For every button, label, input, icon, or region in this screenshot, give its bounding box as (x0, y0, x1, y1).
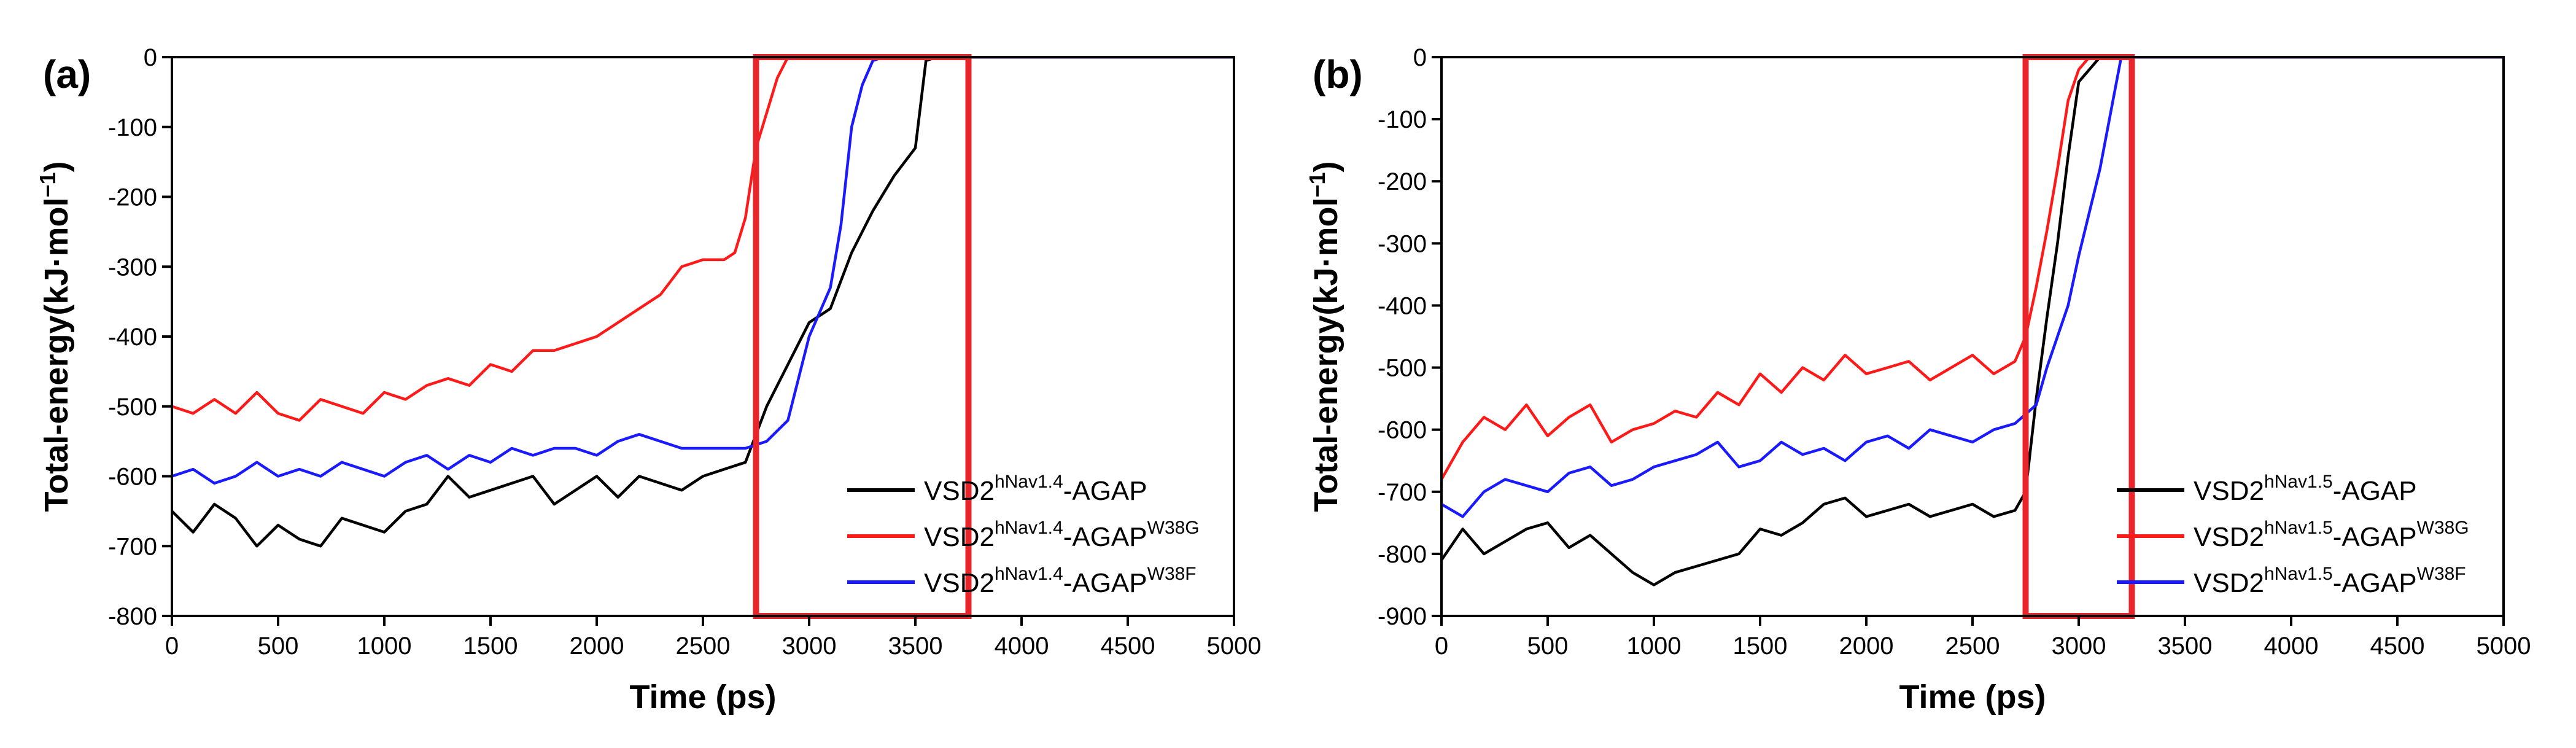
y-tick-label: -200 (1378, 168, 1427, 195)
x-tick-label: 2500 (1946, 633, 2000, 660)
legend-label-2: VSD2hNav1.5-AGAPW38G (2194, 518, 2469, 552)
y-tick-label: -600 (1378, 417, 1427, 444)
chart-panel-1: 0 500 1000 1500 2000 2500 3000 3500 4000 4500 5000… (35, 44, 1261, 715)
y-tick-label: -200 (108, 184, 157, 211)
x-tick-label: 2500 (676, 633, 731, 660)
y-tick-label: -800 (108, 603, 157, 630)
series-group (172, 57, 1234, 548)
x-tick-label: 4500 (1101, 633, 1155, 660)
x-tick-label: 0 (165, 633, 179, 660)
series-line-3 (172, 57, 1234, 485)
y-tick-label: -500 (1378, 355, 1427, 382)
x-axis-label: Time (ps) (1899, 679, 2046, 715)
legend-label-1: VSD2hNav1.5-AGAP (2194, 472, 2417, 506)
x-tick-label: 3000 (782, 633, 837, 660)
y-tick-label: 0 (1413, 44, 1427, 71)
legend-label-2: VSD2hNav1.4-AGAPW38G (924, 518, 1200, 552)
x-tick-label: 500 (258, 633, 299, 660)
x-tick-label: 2000 (570, 633, 624, 660)
chart-panel-2: 0 500 1000 1500 2000 2500 3000 3500 4000 4500 5000… (1305, 44, 2531, 715)
x-tick-label: 2000 (1839, 633, 1894, 660)
series-line-2 (172, 57, 1234, 422)
x-tick-label: 5000 (1207, 633, 1262, 660)
series-group (1441, 57, 2504, 586)
highlight-box (2022, 54, 2135, 619)
y-tick-label: -300 (1378, 230, 1427, 257)
legend-label-3: VSD2hNav1.5-AGAPW38F (2194, 564, 2466, 598)
x-axis-label: Time (ps) (629, 679, 776, 715)
x-tick-label: 3500 (888, 633, 943, 660)
series-line-1 (1441, 57, 2504, 586)
x-tick-label: 4000 (2264, 633, 2319, 660)
series-line-2 (1441, 57, 2504, 480)
series-line-3 (1441, 57, 2504, 518)
y-tick-label: -500 (108, 394, 157, 421)
legend-label-3: VSD2hNav1.4-AGAPW38F (924, 564, 1197, 598)
y-axis-label: Total-energy(kJ·mol−1) (35, 161, 75, 512)
y-tick-label: -800 (1378, 541, 1427, 568)
y-tick-label: -700 (1378, 479, 1427, 506)
y-tick-label: -100 (108, 114, 157, 141)
y-axis-label: Total-energy(kJ·mol−1) (1305, 161, 1344, 512)
panel-label: (b) (1313, 52, 1363, 96)
panel-label: (a) (43, 52, 91, 96)
legend-label-1: VSD2hNav1.4-AGAP (924, 472, 1147, 506)
x-tick-label: 500 (1527, 633, 1569, 660)
x-tick-label: 0 (1435, 633, 1448, 660)
x-tick-label: 4500 (2370, 633, 2425, 660)
series-line-1 (172, 57, 1234, 548)
x-tick-label: 5000 (2477, 633, 2531, 660)
y-tick-label: -400 (1378, 292, 1427, 319)
y-tick-label: 0 (144, 44, 157, 71)
x-tick-label: 1000 (1627, 633, 1682, 660)
y-tick-label: -700 (108, 533, 157, 560)
x-tick-label: 4000 (995, 633, 1049, 660)
y-tick-label: -400 (108, 324, 157, 351)
x-tick-label: 3500 (2158, 633, 2213, 660)
x-tick-label: 1500 (1733, 633, 1788, 660)
y-tick-label: -600 (108, 464, 157, 491)
x-tick-label: 1000 (357, 633, 412, 660)
x-tick-label: 1500 (464, 633, 518, 660)
x-tick-label: 3000 (2052, 633, 2106, 660)
y-tick-label: -100 (1378, 106, 1427, 133)
y-tick-label: -300 (108, 254, 157, 281)
y-tick-label: -900 (1378, 603, 1427, 630)
